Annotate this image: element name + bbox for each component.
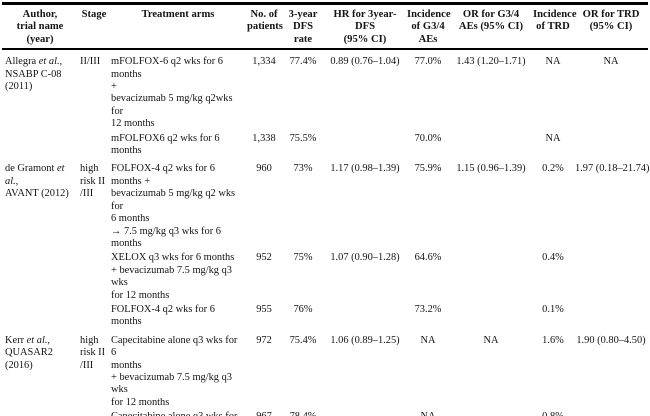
col-header-or-trd: OR for TRD (95% CI) (574, 5, 648, 51)
patients-cell: 955 (256, 303, 272, 315)
table-row: de Gramont et al., AVANT (2012) high ris… (2, 157, 650, 250)
patients-cell: 1,334 (252, 56, 276, 68)
treatment-cell: XELOX q3 wks for 6 months + bevacizumab … (111, 252, 235, 301)
stage-cell: high risk II /III (80, 334, 106, 371)
patients-cell: 1,338 (252, 132, 276, 144)
table-header: Author, trial name (year) Stage Treatmen… (2, 5, 648, 51)
stage-cell: high risk II /III (80, 163, 106, 200)
table-row: FOLFOX-4 q2 wks for 6 months 955 76% 73.… (2, 302, 648, 329)
trial-year: (2016) (5, 359, 33, 371)
hr-cell (324, 409, 406, 416)
inc-trd-cell: 0.2% (542, 163, 564, 175)
col-header-dfs: 3-year DFS rate (282, 5, 324, 51)
or-trd-cell (574, 302, 648, 329)
col-header-or-ae: OR for G3/4 AEs (95% CI) (450, 5, 532, 51)
inc-ae-cell: NA (406, 409, 450, 416)
inc-trd-cell: 0.4% (542, 252, 564, 264)
or-ae-cell: 1.43 (1.20–1.71) (456, 56, 526, 68)
or-ae-cell (450, 250, 532, 302)
dfs-cell: 73% (293, 163, 313, 175)
hr-cell: 1.07 (0.90–1.28) (330, 252, 400, 264)
inc-ae-cell: NA (420, 334, 436, 346)
author-cell: de Gramont et al., AVANT (2012) (2, 157, 78, 328)
trial-name: NSABP C-08 (5, 68, 62, 80)
dfs-cell: 75% (293, 252, 313, 264)
dfs-cell: 75.4% (289, 334, 317, 346)
hr-cell (324, 131, 406, 158)
or-trd-cell: 1.97 (0.18–21.74) (575, 163, 650, 175)
inc-trd-cell: 0.1% (542, 303, 564, 315)
author-cell: Kerr et al., QUASAR2 (2016) (2, 329, 78, 416)
author-name: de Gramont et al., (5, 163, 65, 187)
trial-name: AVANT (2012) (5, 188, 69, 200)
treatment-cell: mFOLFOX6 q2 wks for 6 months (111, 132, 220, 157)
hr-cell (324, 302, 406, 329)
col-header-inc-ae: Incidence of G3/4 AEs (406, 5, 451, 51)
trial-year: (2011) (5, 81, 33, 93)
inc-ae-cell: 73.2% (414, 303, 442, 315)
treatment-cell: FOLFOX-4 q2 wks for 6 months (111, 303, 215, 328)
or-trd-cell: NA (603, 56, 619, 68)
inc-ae-cell: 77.0% (414, 56, 442, 68)
table-row: Capecitabine alone q3 wks for 6 months 9… (2, 409, 648, 416)
inc-ae-cell: 75.9% (414, 163, 442, 175)
stage-cell: II/III (80, 56, 101, 68)
or-ae-cell: 1.15 (0.96–1.39) (456, 163, 526, 175)
table-row: Kerr et al., QUASAR2 (2016) high risk II… (2, 329, 648, 409)
patients-cell: 967 (246, 409, 282, 416)
author-cell: Allegra et al., NSABP C-08 (2011) (2, 49, 78, 157)
author-name: Allegra et al., (5, 56, 63, 68)
or-trd-cell (574, 131, 648, 158)
dfs-cell: 77.4% (289, 56, 317, 68)
col-header-stage: Stage (78, 5, 110, 51)
or-trd-cell (574, 250, 648, 302)
or-ae-cell (450, 409, 532, 416)
patients-cell: 952 (256, 252, 272, 264)
dfs-cell: 76% (293, 303, 313, 315)
col-header-author: Author, trial name (year) (2, 5, 78, 51)
table-row: Allegra et al., NSABP C-08 (2011) II/III… (2, 49, 648, 130)
or-ae-cell: NA (483, 334, 499, 346)
table-body: Allegra et al., NSABP C-08 (2011) II/III… (2, 49, 650, 416)
treatment-cell: mFOLFOX-6 q2 wks for 6 months + bevacizu… (111, 56, 233, 130)
col-header-hr: HR for 3year-DFS (95% CI) (324, 5, 406, 51)
trial-name: QUASAR2 (5, 347, 53, 359)
or-ae-cell (450, 131, 532, 158)
inc-ae-cell: 64.6% (414, 252, 442, 264)
author-name: Kerr et al., (5, 334, 51, 346)
hr-cell: 1.17 (0.98–1.39) (330, 163, 400, 175)
col-header-inc-trd: Incidence of TRD (532, 5, 577, 51)
or-trd-cell (574, 409, 648, 416)
inc-trd-cell: 0.8% (532, 409, 574, 416)
patients-cell: 960 (256, 163, 272, 175)
or-trd-cell: 1.90 (0.80–4.50) (576, 334, 646, 346)
treatment-cell: Capecitabine alone q3 wks for 6 months +… (111, 334, 238, 408)
col-header-patients: No. of patients (246, 5, 283, 51)
inc-trd-cell: NA (545, 132, 561, 144)
dfs-cell: 75.5% (289, 132, 317, 144)
treatment-cell: Capecitabine alone q3 wks for 6 months (110, 409, 246, 416)
col-header-treatment: Treatment arms (110, 5, 246, 51)
treatment-cell: FOLFOX-4 q2 wks for 6 months + bevacizum… (111, 163, 236, 249)
hr-cell: 1.06 (0.89–1.25) (330, 334, 400, 346)
or-ae-cell (450, 302, 532, 329)
header-row: Author, trial name (year) Stage Treatmen… (2, 5, 648, 51)
trial-comparison-table: Author, trial name (year) Stage Treatmen… (2, 5, 650, 416)
inc-trd-cell: 1.6% (542, 334, 564, 346)
patients-cell: 972 (256, 334, 272, 346)
table-row: XELOX q3 wks for 6 months + bevacizumab … (2, 250, 648, 302)
dfs-cell: 78.4% (282, 409, 324, 416)
hr-cell: 0.89 (0.76–1.04) (330, 56, 400, 68)
table-row: mFOLFOX6 q2 wks for 6 months 1,338 75.5%… (2, 131, 648, 158)
inc-ae-cell: 70.0% (414, 132, 442, 144)
inc-trd-cell: NA (545, 56, 561, 68)
